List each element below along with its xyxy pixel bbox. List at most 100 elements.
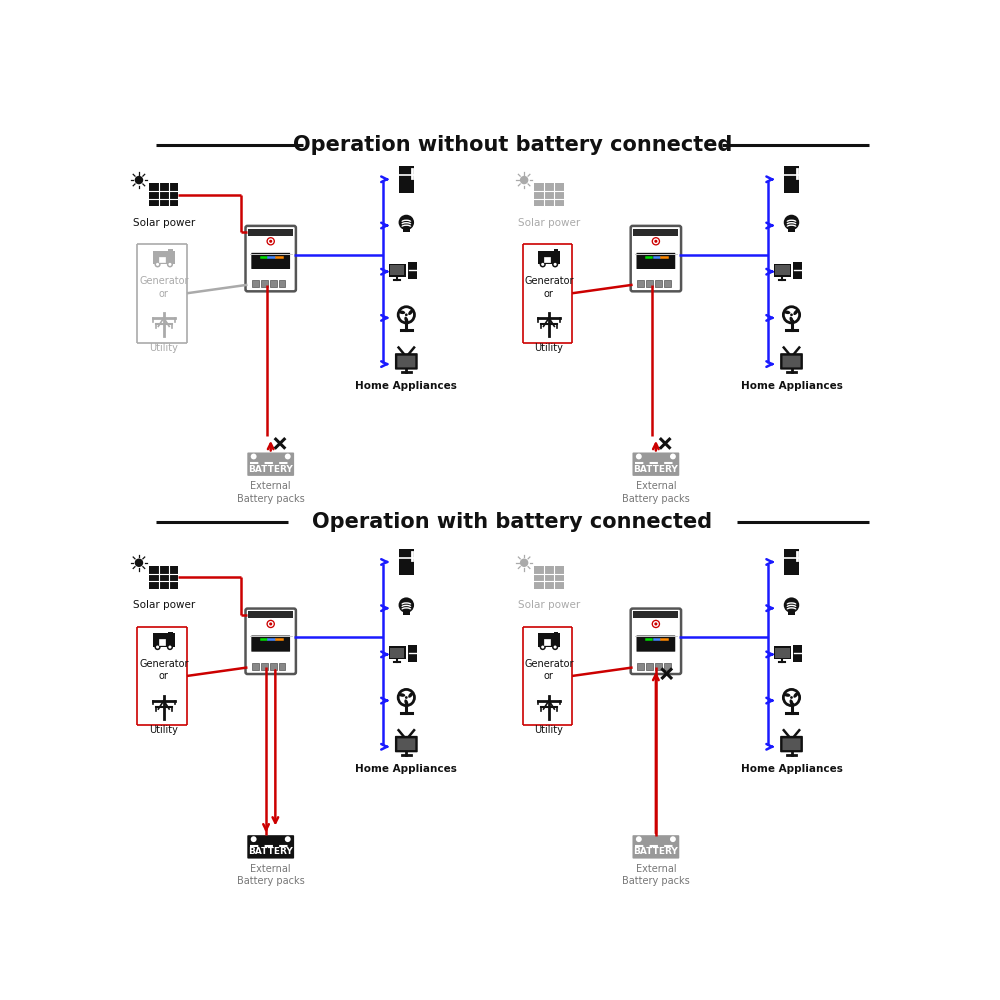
- Circle shape: [135, 176, 143, 184]
- Text: Generator
or: Generator or: [524, 659, 574, 681]
- Bar: [633, 229, 678, 235]
- Bar: [534, 183, 564, 206]
- Bar: [403, 222, 410, 232]
- Circle shape: [540, 644, 546, 650]
- Text: Solar power: Solar power: [518, 600, 580, 610]
- Text: Home Appliances: Home Appliances: [741, 764, 842, 774]
- Circle shape: [653, 621, 659, 627]
- Bar: [788, 222, 795, 232]
- Circle shape: [552, 644, 558, 650]
- Bar: [270, 663, 277, 670]
- Circle shape: [154, 644, 161, 650]
- Circle shape: [167, 644, 173, 650]
- Circle shape: [652, 620, 660, 628]
- Text: Home Appliances: Home Appliances: [355, 381, 457, 391]
- FancyBboxPatch shape: [632, 835, 679, 859]
- Bar: [403, 605, 410, 615]
- Bar: [399, 549, 414, 575]
- Bar: [168, 249, 173, 257]
- FancyBboxPatch shape: [632, 610, 682, 675]
- Text: BATTERY: BATTERY: [248, 465, 293, 474]
- Circle shape: [790, 313, 793, 316]
- FancyBboxPatch shape: [251, 636, 290, 652]
- FancyBboxPatch shape: [637, 636, 675, 652]
- FancyBboxPatch shape: [246, 226, 296, 291]
- Circle shape: [269, 622, 272, 626]
- Text: External
Battery packs: External Battery packs: [237, 864, 305, 886]
- FancyBboxPatch shape: [783, 356, 800, 367]
- Bar: [646, 663, 653, 670]
- FancyBboxPatch shape: [247, 835, 294, 859]
- Ellipse shape: [790, 317, 793, 323]
- Text: Home Appliances: Home Appliances: [741, 381, 842, 391]
- Bar: [544, 639, 550, 645]
- Bar: [261, 280, 268, 287]
- Text: Solar power: Solar power: [133, 218, 195, 228]
- Circle shape: [784, 215, 799, 230]
- FancyBboxPatch shape: [397, 738, 415, 750]
- Ellipse shape: [408, 310, 413, 315]
- Bar: [655, 280, 662, 287]
- Bar: [252, 663, 259, 670]
- Bar: [655, 663, 662, 670]
- Ellipse shape: [790, 699, 793, 706]
- Circle shape: [654, 622, 657, 626]
- Text: Generator
or: Generator or: [524, 276, 574, 299]
- Text: Operation without battery connected: Operation without battery connected: [293, 135, 732, 155]
- Text: Generator
or: Generator or: [139, 659, 188, 681]
- Circle shape: [790, 696, 793, 699]
- Ellipse shape: [793, 692, 798, 698]
- Bar: [153, 251, 175, 264]
- Circle shape: [652, 237, 660, 246]
- Bar: [793, 262, 802, 279]
- Circle shape: [541, 263, 544, 266]
- Ellipse shape: [784, 311, 790, 314]
- Bar: [534, 566, 564, 589]
- Circle shape: [670, 836, 676, 842]
- Bar: [390, 265, 404, 275]
- Circle shape: [399, 215, 414, 230]
- Circle shape: [269, 240, 272, 243]
- Ellipse shape: [399, 693, 405, 697]
- Bar: [633, 611, 678, 618]
- Bar: [270, 280, 277, 287]
- Bar: [788, 605, 795, 615]
- Bar: [408, 262, 417, 279]
- Bar: [646, 280, 653, 287]
- FancyBboxPatch shape: [247, 610, 297, 675]
- Bar: [248, 611, 293, 618]
- Bar: [168, 632, 173, 640]
- Text: Solar power: Solar power: [518, 218, 580, 228]
- Bar: [159, 639, 165, 645]
- Text: Home Appliances: Home Appliances: [355, 764, 457, 774]
- Bar: [408, 645, 417, 662]
- Circle shape: [167, 261, 173, 267]
- Bar: [664, 280, 671, 287]
- FancyBboxPatch shape: [397, 356, 415, 367]
- Circle shape: [540, 261, 546, 267]
- Circle shape: [285, 836, 291, 842]
- FancyBboxPatch shape: [247, 452, 294, 476]
- Circle shape: [135, 559, 143, 567]
- Circle shape: [653, 238, 659, 244]
- Circle shape: [399, 597, 414, 613]
- FancyBboxPatch shape: [246, 609, 296, 674]
- Bar: [149, 566, 178, 589]
- Text: Utility: Utility: [149, 725, 178, 735]
- FancyBboxPatch shape: [783, 738, 800, 750]
- Bar: [388, 264, 406, 277]
- Text: Solar power: Solar power: [133, 600, 195, 610]
- FancyBboxPatch shape: [780, 353, 803, 370]
- FancyBboxPatch shape: [632, 227, 682, 292]
- Circle shape: [541, 646, 544, 649]
- Circle shape: [251, 836, 257, 842]
- Ellipse shape: [404, 699, 408, 706]
- Bar: [775, 648, 790, 658]
- Bar: [279, 280, 285, 287]
- Bar: [784, 166, 799, 193]
- Circle shape: [268, 621, 274, 627]
- Bar: [538, 633, 560, 647]
- Bar: [544, 257, 550, 262]
- Text: Operation with battery connected: Operation with battery connected: [312, 512, 713, 532]
- Bar: [538, 251, 560, 264]
